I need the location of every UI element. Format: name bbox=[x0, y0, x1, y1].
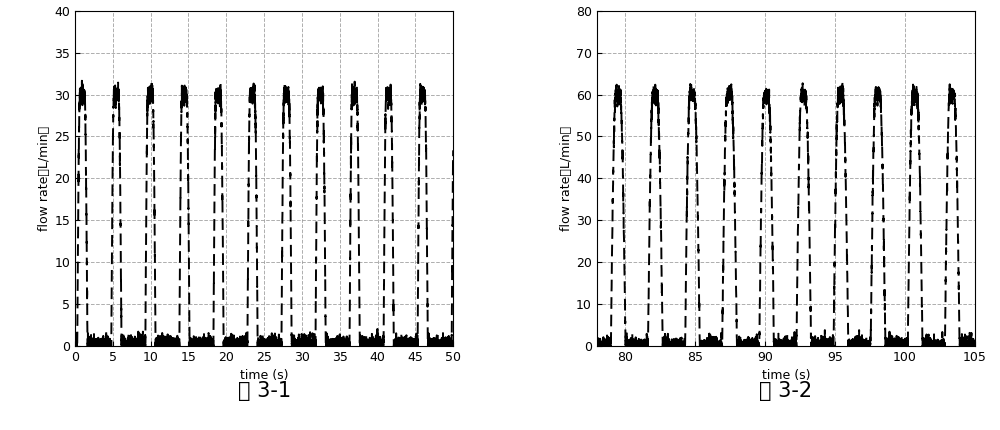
Y-axis label: flow rate（L/min）: flow rate（L/min） bbox=[38, 126, 51, 231]
Y-axis label: flow rate（L/min）: flow rate（L/min） bbox=[560, 126, 573, 231]
X-axis label: time (s): time (s) bbox=[762, 369, 810, 382]
Text: 图 3-1: 图 3-1 bbox=[238, 381, 291, 401]
X-axis label: time (s): time (s) bbox=[240, 369, 288, 382]
Text: 图 3-2: 图 3-2 bbox=[759, 381, 812, 401]
